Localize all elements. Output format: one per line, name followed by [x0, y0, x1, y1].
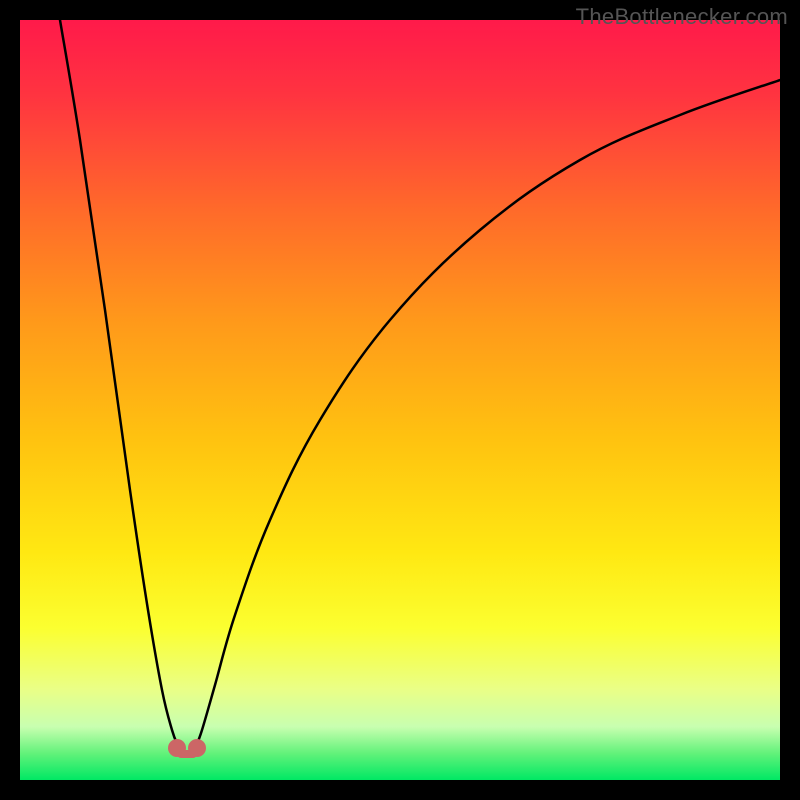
bottleneck-curve: [20, 20, 780, 780]
optimal-marker-right: [188, 739, 206, 757]
chart-frame: TheBottlenecker.com: [0, 0, 800, 800]
watermark-text: TheBottlenecker.com: [576, 4, 788, 30]
optimal-marker-left: [168, 739, 186, 757]
plot-area: [20, 20, 780, 780]
